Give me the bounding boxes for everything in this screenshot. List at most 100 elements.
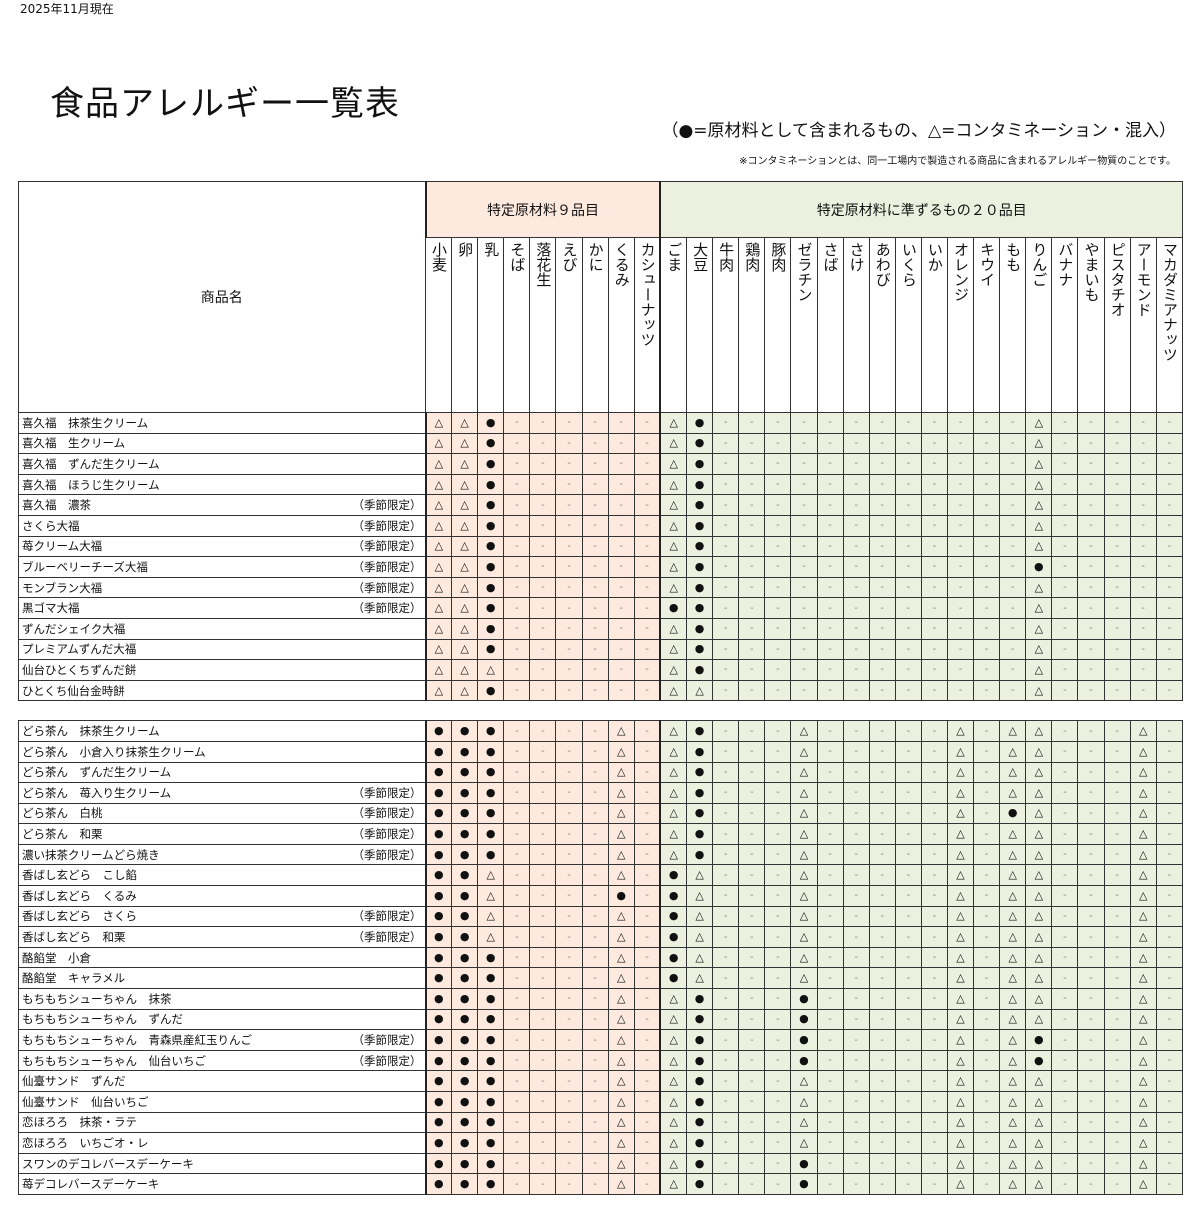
- allergen-mark-cell: ●: [451, 1029, 479, 1051]
- contains-mark: ●: [694, 765, 705, 779]
- allergen-mark-cell: ●: [477, 823, 505, 845]
- none-mark: -: [906, 458, 911, 470]
- allergen-mark-cell: -: [816, 1173, 844, 1195]
- contains-mark: ●: [694, 1177, 705, 1191]
- none-mark: -: [515, 540, 519, 552]
- none-mark: -: [906, 952, 911, 964]
- none-mark: -: [906, 972, 911, 984]
- allergen-mark-cell: -: [842, 1091, 870, 1113]
- allergen-mark-cell: -: [816, 988, 844, 1010]
- contamination-mark: △: [1138, 1094, 1148, 1108]
- none-mark: -: [1089, 972, 1093, 984]
- none-mark: -: [802, 499, 806, 511]
- none-mark: -: [880, 1158, 885, 1170]
- allergen-mark-cell: -: [607, 576, 635, 599]
- allergen-mark-cell: △: [659, 412, 688, 434]
- none-mark: -: [802, 685, 806, 697]
- allergen-mark-cell: -: [764, 926, 792, 948]
- allergen-mark-cell: -: [764, 843, 792, 866]
- allergen-mark-cell: -: [920, 1070, 948, 1092]
- allergen-mark-cell: △: [607, 967, 635, 990]
- allergen-mark-cell: △: [686, 905, 714, 928]
- allergen-mark-cell: -: [738, 761, 766, 784]
- none-mark: -: [984, 1034, 989, 1046]
- none-mark: -: [645, 1158, 649, 1170]
- allergen-mark-cell: -: [920, 597, 948, 619]
- product-name-cell: ひとくち仙台金時餅: [18, 679, 427, 702]
- allergen-mark-cell: -: [529, 1029, 557, 1051]
- contamination-mark: △: [486, 888, 495, 902]
- allergen-mark-cell: △: [946, 782, 975, 804]
- allergen-mark-cell: -: [1103, 761, 1131, 784]
- allergen-mark-cell: -: [816, 926, 844, 948]
- none-mark: -: [1089, 685, 1093, 697]
- contamination-mark: △: [1034, 765, 1044, 779]
- allergen-column-header: かに: [581, 237, 609, 413]
- product-name-cell: （季節限定） 濃い抹茶クリームどら焼き: [18, 843, 427, 866]
- none-mark: -: [541, 664, 545, 676]
- none-mark: -: [932, 725, 937, 737]
- contains-mark: ●: [459, 765, 470, 779]
- allergen-mark-cell: -: [1129, 432, 1157, 455]
- none-mark: -: [880, 520, 885, 532]
- contamination-mark: △: [616, 1156, 626, 1170]
- none-mark: -: [1167, 849, 1172, 861]
- none-mark: -: [906, 582, 911, 594]
- none-mark: -: [828, 890, 832, 902]
- allergen-mark-cell: ●: [451, 885, 479, 907]
- allergen-mark-cell: ●: [790, 1173, 818, 1195]
- none-mark: -: [541, 540, 545, 552]
- none-mark: -: [541, 561, 545, 573]
- contamination-mark: △: [956, 827, 965, 841]
- none-mark: -: [1167, 1055, 1172, 1067]
- allergen-mark-cell: -: [1129, 638, 1157, 661]
- none-mark: -: [854, 479, 858, 491]
- product-name-cell: 酪餡堂 小倉: [18, 946, 427, 969]
- allergen-mark-cell: -: [555, 988, 583, 1010]
- allergen-mark-cell: -: [503, 720, 531, 742]
- contamination-mark: △: [956, 847, 965, 861]
- none-mark: -: [906, 417, 911, 429]
- contamination-mark: △: [1138, 1156, 1148, 1170]
- allergen-mark-cell: -: [1155, 885, 1184, 907]
- contamination-mark: △: [434, 642, 444, 656]
- allergen-mark-cell: ●: [451, 1008, 479, 1031]
- none-mark: -: [1115, 643, 1119, 655]
- allergen-mark-cell: -: [842, 740, 870, 763]
- contains-mark: ●: [459, 888, 470, 902]
- none-mark: -: [932, 1178, 937, 1190]
- allergen-mark-cell: △: [1025, 535, 1053, 558]
- none-mark: -: [1063, 787, 1067, 799]
- allergen-column-header: 小麦: [424, 237, 453, 413]
- seasonal-label: （季節限定）: [352, 847, 422, 862]
- allergen-mark-cell: ●: [451, 926, 479, 948]
- contamination-mark: △: [1008, 1156, 1017, 1170]
- allergen-mark-cell: ●: [686, 597, 714, 619]
- none-mark: -: [1167, 437, 1172, 449]
- none-mark: -: [749, 623, 754, 635]
- allergen-mark-cell: ●: [686, 1008, 714, 1031]
- allergen-mark-cell: -: [1155, 453, 1184, 475]
- allergen-mark-cell: ●: [477, 576, 505, 599]
- allergen-mark-cell: -: [920, 1173, 948, 1195]
- contamination-mark: △: [1008, 1074, 1017, 1088]
- none-mark: -: [1115, 746, 1119, 758]
- allergen-mark-cell: △: [790, 802, 818, 825]
- allergen-mark-cell: -: [1077, 988, 1105, 1010]
- allergen-mark-cell: -: [581, 659, 609, 681]
- allergen-mark-cell: -: [1103, 597, 1131, 619]
- none-mark: -: [1089, 1158, 1093, 1170]
- allergen-mark-cell: -: [503, 432, 531, 455]
- contains-mark: ●: [694, 642, 705, 656]
- allergen-mark-cell: -: [816, 802, 844, 825]
- allergen-mark-cell: -: [633, 514, 662, 537]
- allergen-mark-cell: -: [842, 473, 870, 496]
- product-name-cell: （季節限定） 香ばし玄どら 和栗: [18, 926, 427, 948]
- allergen-mark-cell: -: [738, 638, 766, 661]
- allergen-mark-cell: -: [581, 1132, 609, 1154]
- product-name-cell: 仙台ひとくちずんだ餅: [18, 659, 427, 681]
- allergen-mark-cell: -: [712, 864, 740, 887]
- allergen-mark-cell: -: [790, 535, 818, 558]
- product-name: 喜久福 ほうじ生クリーム: [22, 477, 160, 492]
- none-mark: -: [1063, 561, 1067, 573]
